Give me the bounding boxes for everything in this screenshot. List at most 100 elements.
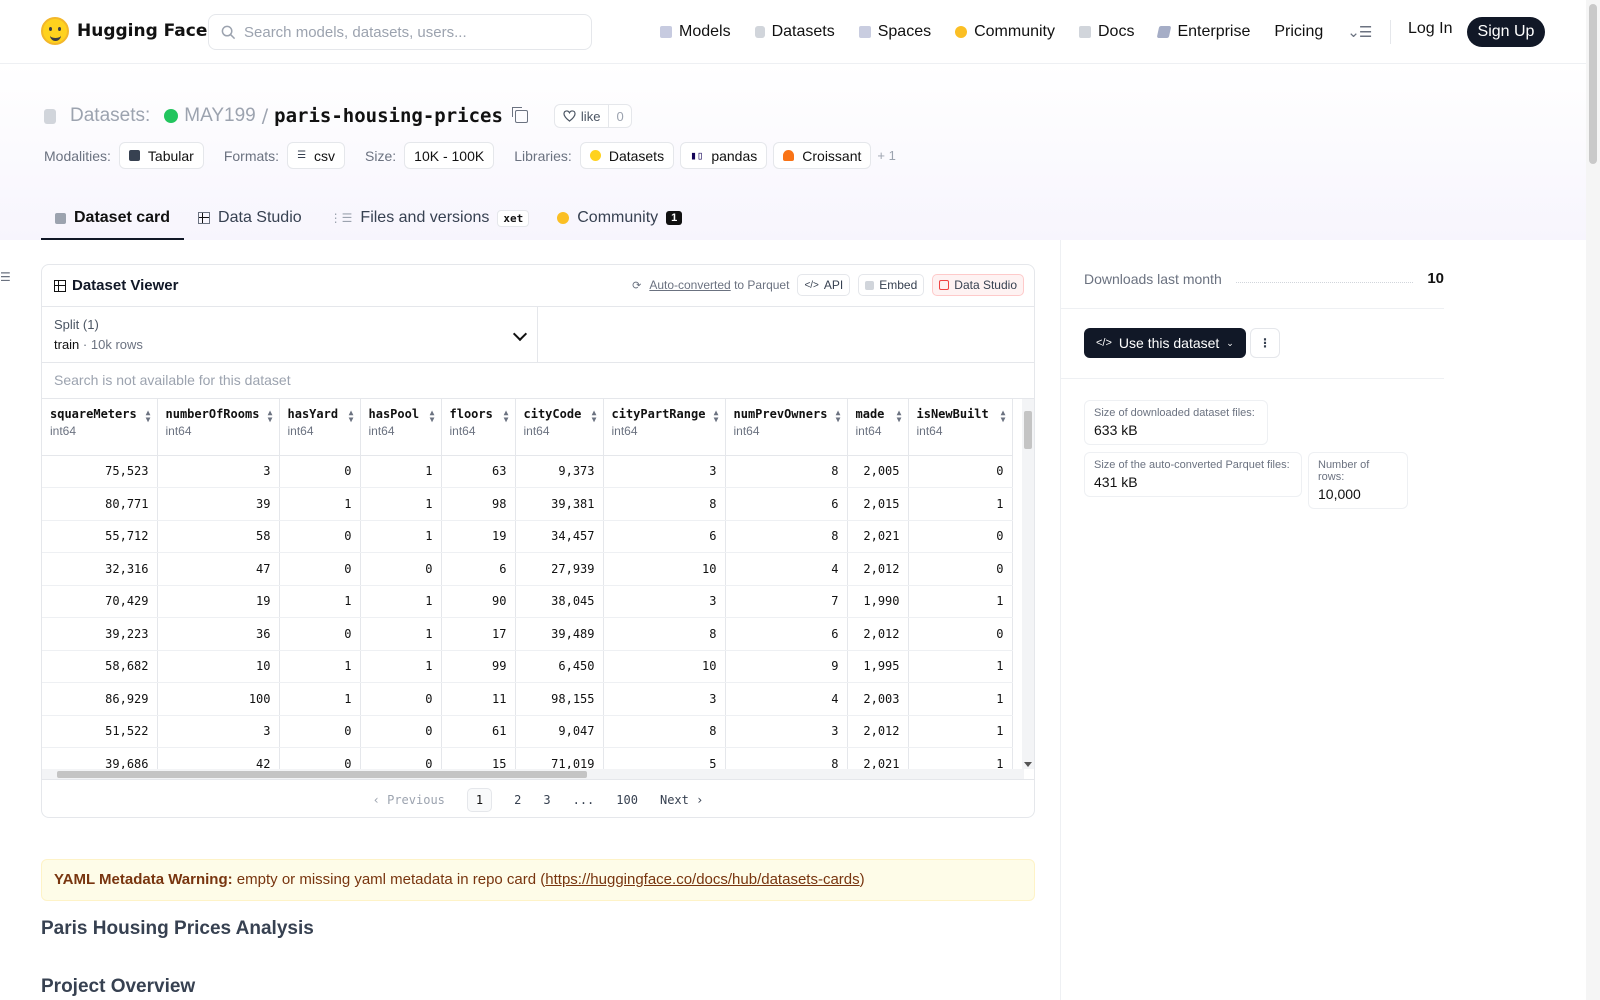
repo-name[interactable]: paris-housing-prices	[274, 105, 503, 127]
table-cell: 15	[441, 747, 516, 769]
horizontal-scroll-thumb[interactable]	[57, 771, 587, 778]
nav-models[interactable]: Models	[660, 17, 731, 47]
page-3-button[interactable]: 3	[543, 792, 551, 807]
toc-toggle-icon[interactable]: ☰	[0, 270, 11, 284]
sort-icon[interactable]: ▲ ▼	[429, 408, 435, 424]
brand-name: Hugging Face	[77, 21, 208, 41]
column-header[interactable]: made int64 ▲ ▼	[847, 399, 909, 456]
like-main[interactable]: like	[555, 105, 610, 127]
repo-type-label[interactable]: Datasets:	[70, 105, 151, 126]
page-2-button[interactable]: 2	[514, 792, 522, 807]
tag-croissant[interactable]: Croissant	[773, 142, 872, 169]
page-100-button[interactable]: 100	[616, 792, 638, 807]
page-scroll-thumb[interactable]	[1589, 4, 1597, 164]
refresh-icon: ⟳	[632, 279, 642, 292]
like-button[interactable]: like 0	[553, 104, 632, 128]
sort-icon[interactable]: ▲ ▼	[713, 408, 719, 424]
table-vertical-scrollbar[interactable]	[1022, 399, 1034, 769]
sort-icon[interactable]: ▲ ▼	[503, 408, 509, 424]
data-studio-button[interactable]: Data Studio	[932, 274, 1024, 296]
table-header-row: squareMeters int64 ▲ ▼ numberOfRooms int64 ▲ ▼ h…	[42, 399, 1013, 456]
column-header[interactable]: numPrevOwners int64 ▲ ▼	[725, 399, 848, 456]
tag-csv[interactable]: ☰ csv	[287, 142, 346, 169]
next-page-button[interactable]: Next ›	[659, 792, 704, 807]
viewer-search-disabled: Search is not available for this dataset	[42, 363, 1034, 399]
table-row[interactable]: 75,523 3 0 1 63 9,373 3 8 2,005 0	[42, 455, 1013, 488]
nav-pricing[interactable]: Pricing	[1274, 17, 1323, 47]
like-count[interactable]: 0	[616, 108, 624, 124]
sort-icon[interactable]: ▲ ▼	[1000, 408, 1006, 424]
tag-datasets-lib[interactable]: Datasets	[579, 142, 675, 169]
scroll-down-arrow-icon[interactable]	[1024, 762, 1032, 767]
table-cell: 6	[441, 552, 516, 586]
nav-docs[interactable]: Docs	[1079, 17, 1134, 47]
page-1-button[interactable]: 1	[466, 787, 493, 812]
column-dtype: int64	[733, 424, 760, 438]
embed-button[interactable]: Embed	[858, 274, 925, 296]
table-row[interactable]: 39,223 36 0 1 17 39,489 8 6 2,012 0	[42, 617, 1013, 651]
hugging-face-logo-icon	[41, 17, 69, 45]
table-row[interactable]: 70,429 19 1 1 90 38,045 3 7 1,990 1	[42, 585, 1013, 618]
previous-page-button[interactable]: ‹ Previous	[372, 792, 445, 807]
vertical-scroll-thumb[interactable]	[1024, 411, 1032, 449]
column-header[interactable]: hasYard int64 ▲ ▼	[279, 399, 361, 456]
nav-spaces[interactable]: Spaces	[858, 17, 931, 47]
table-row[interactable]: 80,771 39 1 1 98 39,381 8 6 2,015 1	[42, 487, 1013, 521]
chevron-down-icon[interactable]	[512, 326, 528, 342]
table-row[interactable]: 32,316 47 0 0 6 27,939 10 4 2,012 0	[42, 552, 1013, 586]
table-cell: 63	[441, 455, 516, 488]
api-button[interactable]: </> API	[797, 274, 851, 296]
nav-datasets[interactable]: Datasets	[754, 17, 835, 47]
sort-icon[interactable]: ▲ ▼	[348, 408, 354, 424]
data-studio-icon	[939, 280, 950, 290]
more-libraries[interactable]: + 1	[877, 148, 896, 163]
tab-files[interactable]: ⋮☰ Files and versions xet	[316, 196, 544, 240]
tag-size[interactable]: 10K - 100K	[404, 142, 495, 169]
table-row[interactable]: 86,929 100 1 0 11 98,155 3 4 2,003 1	[42, 682, 1013, 716]
signup-button[interactable]: Sign Up	[1467, 17, 1545, 47]
column-header[interactable]: squareMeters int64 ▲ ▼	[42, 399, 158, 456]
table-cell: 0	[908, 617, 1013, 651]
nav-more-menu[interactable]: ⌄☰	[1347, 17, 1372, 47]
split-selector[interactable]: Split (1) train · 10k rows	[42, 307, 538, 363]
column-header[interactable]: floors int64 ▲ ▼	[441, 399, 516, 456]
column-header[interactable]: cityCode int64 ▲ ▼	[515, 399, 604, 456]
column-header[interactable]: isNewBuilt int64 ▲ ▼	[908, 399, 1013, 456]
nav-enterprise[interactable]: Enterprise	[1157, 17, 1250, 47]
dataset-cards-docs-link[interactable]: https://huggingface.co/docs/hub/datasets…	[545, 871, 860, 888]
copy-icon[interactable]	[511, 106, 528, 123]
global-search[interactable]	[208, 14, 592, 50]
table-cell: 86,929	[42, 682, 158, 716]
more-options-button[interactable]: ⋮	[1250, 328, 1280, 358]
tab-dataset-card[interactable]: Dataset card	[41, 196, 185, 240]
table-cell: 4	[725, 682, 848, 716]
table-horizontal-scrollbar[interactable]	[42, 769, 1024, 779]
column-header[interactable]: hasPool int64 ▲ ▼	[360, 399, 442, 456]
sort-icon[interactable]: ▲ ▼	[267, 408, 273, 424]
tag-tabular[interactable]: Tabular	[118, 142, 204, 169]
nav-community[interactable]: Community	[955, 17, 1055, 47]
table-row[interactable]: 51,522 3 0 0 61 9,047 8 3 2,012 1	[42, 715, 1013, 748]
use-this-dataset-button[interactable]: </> Use this dataset ⌄	[1084, 328, 1246, 358]
tag-pandas[interactable]: ▮▯ pandas	[680, 142, 768, 169]
tab-data-studio[interactable]: Data Studio	[184, 196, 316, 240]
table-cell: 19	[157, 585, 280, 618]
sort-icon[interactable]: ▲ ▼	[835, 408, 841, 424]
tab-community[interactable]: Community 1	[543, 196, 696, 240]
brand-logo[interactable]: Hugging Face	[41, 17, 207, 45]
table-row[interactable]: 39,686 42 0 0 15 71,019 5 8 2,021 1	[42, 747, 1013, 769]
sort-icon[interactable]: ▲ ▼	[896, 408, 902, 424]
column-header[interactable]: cityPartRange int64 ▲ ▼	[603, 399, 726, 456]
login-link[interactable]: Log In	[1408, 20, 1453, 37]
tag-size-label: 10K - 100K	[414, 147, 485, 164]
sidebar-divider-2	[1060, 378, 1444, 379]
auto-converted-link[interactable]: Auto-converted	[649, 278, 731, 292]
sort-icon[interactable]: ▲ ▼	[145, 408, 151, 424]
table-row[interactable]: 55,712 58 0 1 19 34,457 6 8 2,021 0	[42, 520, 1013, 553]
sort-icon[interactable]: ▲ ▼	[591, 408, 597, 424]
column-header[interactable]: numberOfRooms int64 ▲ ▼	[157, 399, 280, 456]
search-input[interactable]	[244, 23, 564, 41]
page-scrollbar[interactable]	[1586, 0, 1600, 1000]
table-row[interactable]: 58,682 10 1 1 99 6,450 10 9 1,995 1	[42, 650, 1013, 683]
repo-owner[interactable]: MAY199	[184, 105, 256, 126]
